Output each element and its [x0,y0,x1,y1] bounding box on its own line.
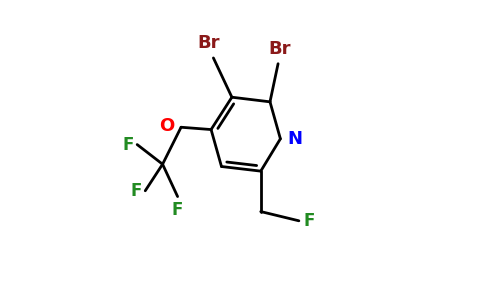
Text: Br: Br [197,34,220,52]
Text: F: F [303,212,315,230]
Text: F: F [130,182,142,200]
Text: N: N [287,130,302,148]
Text: F: F [122,136,134,154]
Text: Br: Br [268,40,290,58]
Text: F: F [172,201,183,219]
Text: O: O [159,117,175,135]
